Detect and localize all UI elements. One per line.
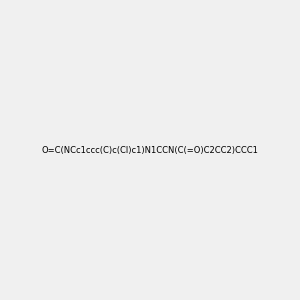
Text: O=C(NCc1ccc(C)c(Cl)c1)N1CCN(C(=O)C2CC2)CCC1: O=C(NCc1ccc(C)c(Cl)c1)N1CCN(C(=O)C2CC2)C… xyxy=(42,146,258,154)
